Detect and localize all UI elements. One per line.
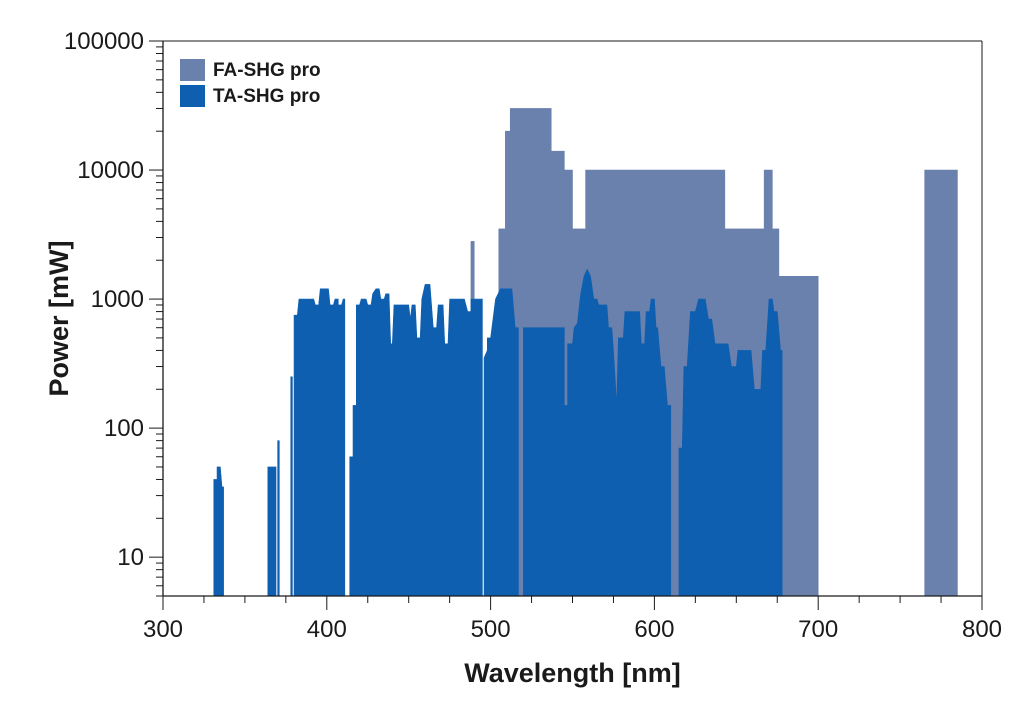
tick-marks: [149, 40, 983, 610]
series-1-band-3: [924, 169, 958, 597]
series-2-band-9: [678, 298, 783, 597]
series-2-band-3: [277, 440, 280, 597]
series-2-band-4: [290, 376, 293, 597]
tick-labels: 300 400 500 600 700 800 10 100 1000 10000 100000: [64, 28, 1002, 643]
y-tick-label: 100000: [64, 28, 144, 55]
series-2-band-6: [349, 284, 483, 597]
x-tick-label: 700: [798, 616, 838, 643]
legend-label-1: FA-SHG pro: [213, 60, 321, 81]
plot-area: [213, 108, 958, 597]
x-tick-label: 800: [962, 616, 1002, 643]
x-tick-label: 300: [143, 616, 183, 643]
legend-swatch-2: [180, 85, 205, 107]
x-tick-label: 600: [634, 616, 674, 643]
x-axis-title: Wavelength [nm]: [464, 658, 681, 688]
legend: FA-SHG pro TA-SHG pro: [180, 59, 321, 107]
y-tick-label: 10: [117, 544, 144, 571]
y-tick-label: 10000: [77, 157, 144, 184]
legend-swatch-1: [180, 59, 205, 81]
series-2-band-2: [267, 466, 277, 597]
y-axis-title: Power [mW]: [44, 240, 74, 396]
series-2-band-5: [293, 288, 346, 597]
y-tick-label: 100: [104, 415, 144, 442]
y-tick-label: 1000: [91, 286, 144, 313]
x-tick-label: 400: [307, 616, 347, 643]
x-tick-label: 500: [471, 616, 511, 643]
series-2-band-1: [213, 466, 224, 597]
legend-label-2: TA-SHG pro: [213, 86, 320, 107]
series-2-band-7: [483, 288, 519, 597]
series-2-band-8: [523, 268, 672, 597]
